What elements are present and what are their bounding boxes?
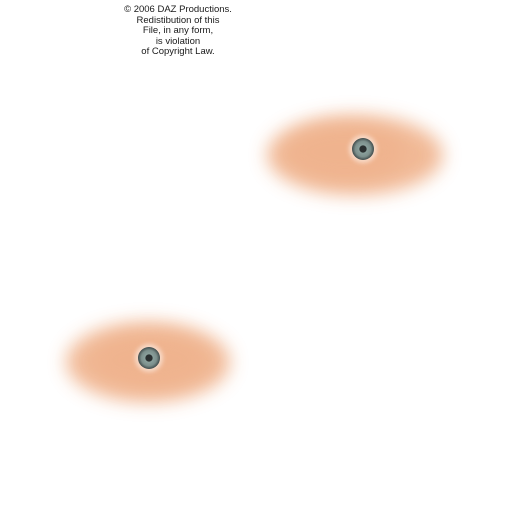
copyright-line-1: © 2006 DAZ Productions. [124,4,232,15]
copyright-line-4: is violation [155,35,201,47]
eye-icon [138,347,160,369]
copyright-line-5: of Copyright Law. [141,46,215,58]
copyright-line-3: File, in any form, [142,25,214,37]
eye-icon [352,138,374,160]
copyright-line-2: Redistibution of this [136,14,220,26]
skin-patch-right-core [285,124,405,180]
copyright-notice: © 2006 DAZ Productions. Redistibution of… [98,4,258,58]
eye-region-right [267,115,443,195]
eye-region-left [66,322,230,402]
